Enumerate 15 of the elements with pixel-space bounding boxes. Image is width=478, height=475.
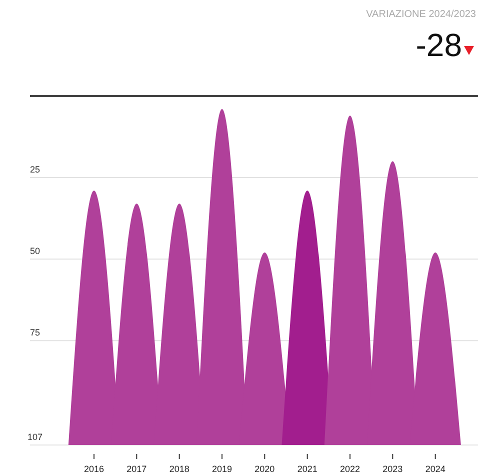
y-tick-label: 25 <box>30 164 40 175</box>
x-tick-label: 2022 <box>340 464 360 474</box>
x-tick-label: 2018 <box>169 464 190 474</box>
x-tick-label: 2016 <box>84 464 104 474</box>
x-tick-label: 2020 <box>254 464 275 474</box>
y-tick-label: 75 <box>30 328 40 338</box>
y-tick-label: 107 <box>27 432 43 442</box>
x-tick-label: 2021 <box>297 464 318 474</box>
x-tick-label: 2017 <box>126 464 147 474</box>
x-tick-label: 2024 <box>425 464 446 474</box>
x-tick-label: 2023 <box>382 464 403 474</box>
y-tick-label: 50 <box>30 246 40 256</box>
x-tick-label: 2019 <box>212 464 232 474</box>
text: VARIAZIONE 2024/2023 <box>366 9 476 20</box>
text: -28 <box>416 27 462 63</box>
